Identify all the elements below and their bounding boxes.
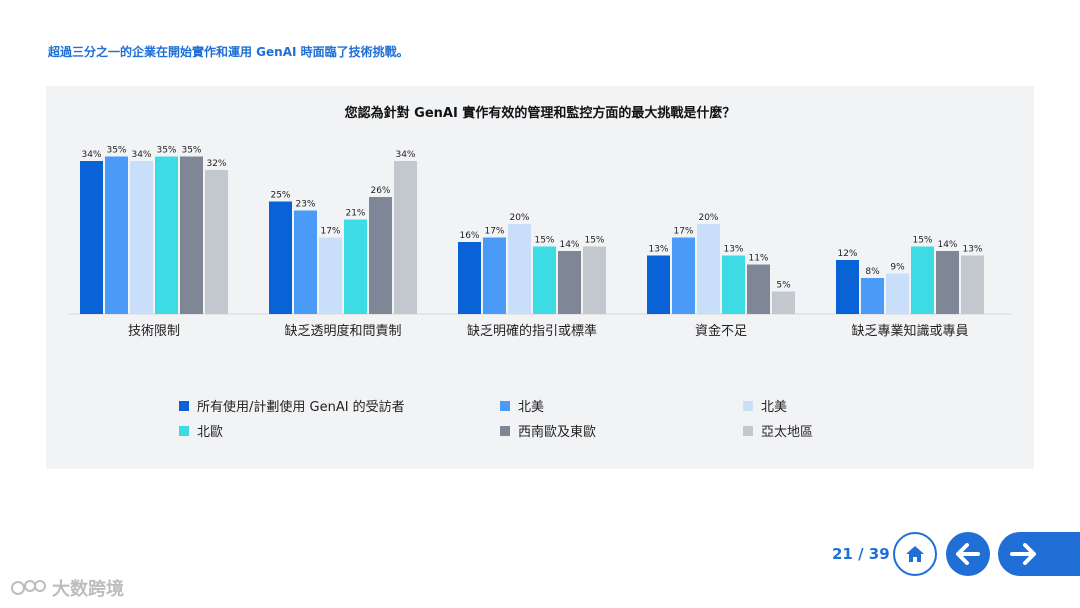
next-button[interactable] [998,532,1080,576]
arrow-left-icon [956,543,980,565]
bar [697,224,720,314]
bar-chart: 您認為針對 GenAI 實作有效的管理和監控方面的最大挑戰是什麼？ 34% 35%… [68,105,1012,339]
bar-value-label: 11% [748,254,768,264]
bar [911,246,934,314]
category-label: 缺乏明確的指引或標準 [467,323,597,339]
bar-value-label: 23% [295,200,315,210]
bar-value-label: 20% [698,213,718,223]
bar-value-label: 32% [206,159,226,169]
bar-value-label: 15% [912,236,932,246]
page-headline: 超過三分之一的企業在開始實作和運用 GenAI 時面臨了技術挑戰。 [48,45,409,59]
category-label: 技術限制 [128,324,180,339]
bar-value-label: 26% [370,186,390,196]
category-label: 缺乏專業知識或專員 [851,323,968,339]
bar-value-label: 8% [865,267,880,277]
bar [130,161,153,314]
bar-value-label: 13% [962,245,982,255]
page-number: 21 / 39 [832,545,890,563]
category-label: 缺乏透明度和問責制 [284,323,401,339]
bar [483,237,506,314]
bar [772,291,795,314]
bar-value-label: 15% [534,236,554,246]
bar [80,161,103,314]
bar [269,201,292,314]
bar [936,251,959,314]
bar-group: 34% 35% 34% 35% 35% 32% 25% 23% 17% 21% 26% 34% 16% 1… [80,146,984,314]
bar-value-label: 15% [584,236,604,246]
category-labels: 技術限制 缺乏透明度和問責制 缺乏明確的指引或標準 資金不足 缺乏專業知識或專員 [128,323,969,339]
bar [558,251,581,314]
bar-value-label: 35% [156,146,176,156]
bar [747,264,770,314]
bar [672,237,695,314]
bar-value-label: 14% [937,240,957,250]
bar [961,255,984,314]
bar [105,156,128,314]
category-label: 資金不足 [695,323,747,339]
bar-value-label: 17% [484,227,504,237]
bar [394,161,417,314]
bar [155,156,178,314]
bar-value-label: 17% [320,227,340,237]
bar-value-label: 34% [395,150,415,160]
home-icon [906,546,924,562]
bar [180,156,203,314]
bar-value-label: 34% [131,150,151,160]
bar [722,255,745,314]
bar-value-label: 13% [723,245,743,255]
bar [861,278,884,314]
bar [369,197,392,314]
bar [319,237,342,314]
watermark-text: 大数跨境 [52,578,124,600]
bar [583,246,606,314]
back-button[interactable] [946,532,990,576]
bar [344,219,367,314]
bar [647,255,670,314]
arrow-right-icon [1010,543,1036,565]
bar-value-label: 9% [890,263,905,273]
bar [886,273,909,314]
bar-value-label: 17% [673,227,693,237]
bar-value-label: 20% [509,213,529,223]
bar [458,242,481,314]
bar-value-label: 14% [559,240,579,250]
bar-value-label: 21% [345,209,365,219]
chart-panel: 您認為針對 GenAI 實作有效的管理和監控方面的最大挑戰是什麼？ 34% 35%… [46,86,1034,469]
bar-value-label: 13% [648,245,668,255]
bar-value-label: 5% [776,281,791,291]
chart-title: 您認為針對 GenAI 實作有效的管理和監控方面的最大挑戰是什麼？ [345,105,736,121]
home-button[interactable] [893,532,937,576]
bar-value-label: 16% [459,231,479,241]
bar [533,246,556,314]
bar-value-label: 25% [270,191,290,201]
watermark-logo: 大数跨境 [11,578,124,600]
bar-value-label: 12% [837,249,857,259]
bar-value-label: 35% [181,146,201,156]
bar-value-label: 35% [106,146,126,156]
bar [836,260,859,314]
bar [508,224,531,314]
bar [294,210,317,314]
bar-value-label: 34% [81,150,101,160]
bar [205,170,228,314]
